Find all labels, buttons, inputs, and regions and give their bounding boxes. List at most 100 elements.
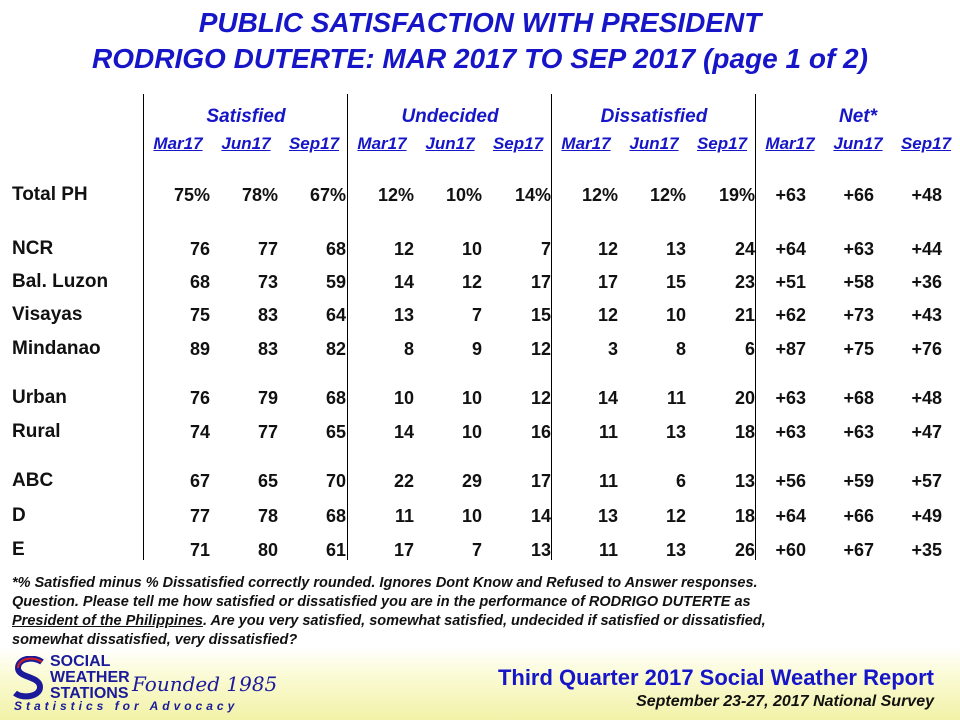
row-label: Bal. Luzon <box>12 271 109 292</box>
table-cell: 78% <box>241 185 278 205</box>
row-label: NCR <box>12 238 54 259</box>
table-cell: 20 <box>734 388 755 408</box>
table-cell: 12 <box>597 305 618 325</box>
table-cell: +59 <box>843 471 874 491</box>
footnote: *% Satisfied minus % Dissatisfied correc… <box>12 574 947 650</box>
table-cell: +63 <box>843 239 874 259</box>
logo-line: WEATHER <box>50 669 130 686</box>
row-label: Rural <box>12 421 61 442</box>
table-cell: 13 <box>530 540 551 560</box>
report-title: Third Quarter 2017 Social Weather Report <box>497 665 934 690</box>
table-cell: +63 <box>775 185 806 205</box>
table-cell: 13 <box>665 540 686 560</box>
table-cell: 67 <box>189 471 210 491</box>
table-cell: 76 <box>189 388 210 408</box>
table-cell: 3 <box>607 339 618 359</box>
group-header-dissatisfied: Dissatisfied <box>600 106 708 127</box>
table-cell: 70 <box>325 471 346 491</box>
footer-band <box>0 648 960 720</box>
table-cell: 17 <box>530 272 551 292</box>
table-cell: +44 <box>911 239 942 259</box>
column-divider <box>755 94 756 560</box>
table-cell: 15 <box>530 305 551 325</box>
title-line-2: RODRIGO DUTERTE: MAR 2017 TO SEP 2017 (p… <box>92 43 868 74</box>
period-header: Mar17 <box>153 134 203 153</box>
table-cell: 12 <box>393 239 414 259</box>
table-cell: 7 <box>540 239 551 259</box>
group-header-net: Net* <box>838 106 877 127</box>
table-cell: 13 <box>734 471 755 491</box>
column-divider <box>347 94 348 560</box>
table-cell: +64 <box>775 506 806 526</box>
period-header: Mar17 <box>561 134 611 153</box>
table-cell: 10 <box>461 239 482 259</box>
table-cell: 75% <box>173 185 210 205</box>
table-cell: 83 <box>257 305 278 325</box>
table-cell: 18 <box>734 506 755 526</box>
table-cell: 75 <box>189 305 210 325</box>
table-cell: 65 <box>325 422 346 442</box>
period-header: Jun17 <box>629 134 679 153</box>
row-label: Visayas <box>12 304 83 325</box>
table-cell: 6 <box>675 471 686 491</box>
table-cell: 77 <box>257 239 278 259</box>
footnote-line: Question. Please tell me how satisfied o… <box>12 594 751 610</box>
table-cell: 8 <box>675 339 686 359</box>
table-cell: 17 <box>530 471 551 491</box>
table-cell: 11 <box>394 506 414 526</box>
table-cell: +51 <box>775 272 806 292</box>
table-cell: 77 <box>257 422 278 442</box>
table-cell: 68 <box>325 388 346 408</box>
table-cell: 67% <box>309 185 346 205</box>
tagline: Statistics for Advocacy <box>14 699 239 713</box>
table-cell: 17 <box>597 272 618 292</box>
table-cell: +48 <box>911 185 942 205</box>
group-header-undecided: Undecided <box>401 106 499 127</box>
table-cell: +66 <box>843 506 874 526</box>
table-cell: +63 <box>775 388 806 408</box>
table-cell: 10% <box>445 185 482 205</box>
period-header: Mar17 <box>357 134 407 153</box>
table-cell: +73 <box>843 305 874 325</box>
table-cell: 23 <box>734 272 755 292</box>
table-cell: 12 <box>597 239 618 259</box>
table-cell: +87 <box>775 339 806 359</box>
row-label: ABC <box>12 470 54 491</box>
period-header: Sep17 <box>288 134 340 153</box>
table-cell: +63 <box>775 422 806 442</box>
table-cell: 83 <box>257 339 278 359</box>
column-divider <box>551 94 552 560</box>
table-cell: 18 <box>734 422 755 442</box>
table-cell: 21 <box>734 305 755 325</box>
sws-logo-icon <box>13 656 44 700</box>
table-cell: +36 <box>911 272 942 292</box>
table-cell: 12 <box>461 272 482 292</box>
table-cell: 12% <box>377 185 414 205</box>
table-cell: 13 <box>665 422 686 442</box>
table-cell: +43 <box>911 305 942 325</box>
title-line-1: PUBLIC SATISFACTION WITH PRESIDENT <box>198 7 762 38</box>
group-header-satisfied: Satisfied <box>206 106 286 127</box>
table-cell: +62 <box>775 305 806 325</box>
footnote-line: *% Satisfied minus % Dissatisfied correc… <box>12 575 758 591</box>
period-header: Jun17 <box>221 134 271 153</box>
table-cell: 80 <box>257 540 278 560</box>
table-cell: +48 <box>911 388 942 408</box>
table-cell: 65 <box>257 471 278 491</box>
table-cell: 12 <box>665 506 686 526</box>
table-cell: 68 <box>325 506 346 526</box>
table-cell: 22 <box>393 471 414 491</box>
table-cell: 13 <box>665 239 686 259</box>
survey-dates: September 23-27, 2017 National Survey <box>636 693 934 710</box>
footnote-line-rest: . Are you very satisfied, somewhat satis… <box>202 613 766 629</box>
period-header: Jun17 <box>833 134 883 153</box>
table-cell: +58 <box>843 272 874 292</box>
table-cell: 10 <box>461 422 482 442</box>
table-cell: 14 <box>530 506 551 526</box>
table-cell: 14% <box>514 185 551 205</box>
table-cell: 19% <box>718 185 755 205</box>
founded-text: Founded 1985 <box>132 672 278 696</box>
table-cell: 13 <box>393 305 414 325</box>
table-cell: 15 <box>665 272 686 292</box>
table-cell: 77 <box>189 506 210 526</box>
